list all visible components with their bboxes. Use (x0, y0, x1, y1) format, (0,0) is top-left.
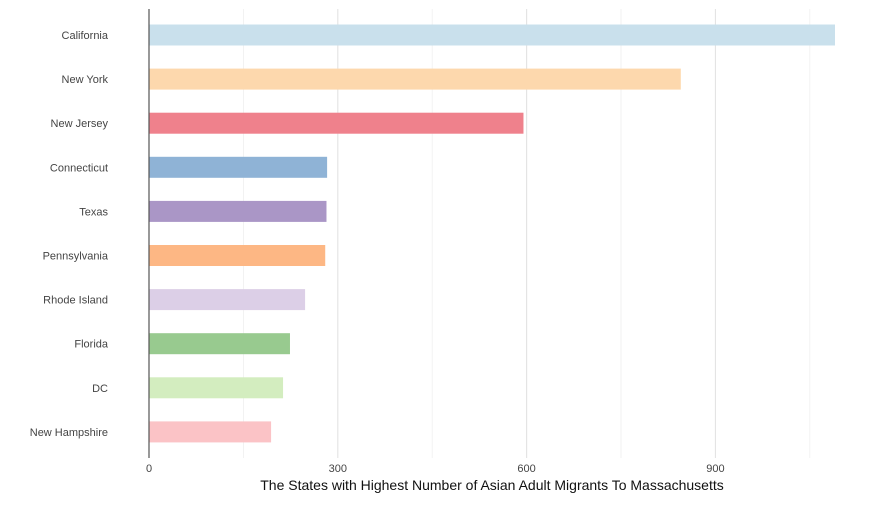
bar-dc (149, 377, 284, 399)
bar-new-york (149, 68, 681, 90)
y-tick-label: New York (62, 74, 109, 86)
y-tick-label: Connecticut (50, 162, 108, 174)
x-tick-label: 300 (329, 463, 347, 475)
bars (149, 24, 835, 443)
y-tick-label: New Hampshire (30, 427, 108, 439)
x-tick-labels: 0 300 600 900 (146, 463, 725, 475)
y-tick-label: Rhode Island (43, 295, 108, 307)
x-tick-label: 600 (517, 463, 535, 475)
bar-connecticut (149, 156, 328, 178)
y-tick-label: Pennsylvania (43, 251, 109, 263)
bar-texas (149, 200, 327, 222)
y-tick-labels: California New York New Jersey Connecticut T… (30, 30, 109, 439)
y-tick-label: New Jersey (51, 118, 109, 130)
x-axis-title: The States with Highest Number of Asian … (260, 477, 724, 493)
bar-new-jersey (149, 112, 524, 134)
bar-pennsylvania (149, 245, 326, 266)
bar-rhode-island (149, 289, 306, 311)
x-tick-label: 0 (146, 463, 152, 475)
bar-california (149, 24, 835, 46)
bar-florida (149, 333, 290, 355)
y-tick-label: Florida (74, 339, 109, 351)
y-tick-label: DC (92, 383, 108, 395)
y-tick-label: Texas (79, 206, 108, 218)
y-tick-label: California (62, 30, 109, 42)
x-tick-label: 900 (706, 463, 724, 475)
bar-new-hampshire (149, 421, 272, 443)
